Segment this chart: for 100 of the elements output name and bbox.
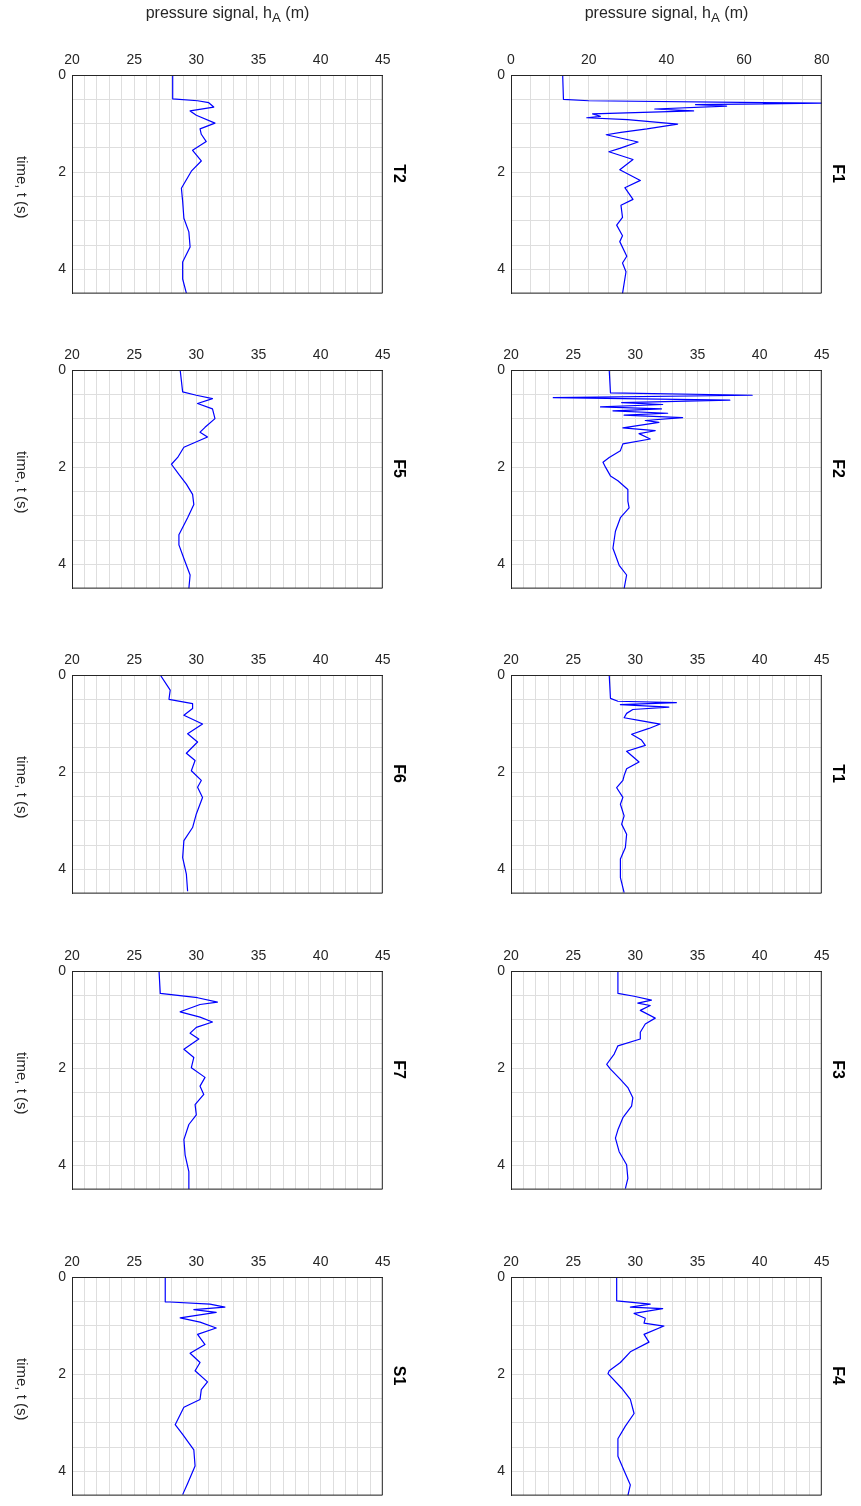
y-tick-label: 0 <box>58 360 67 377</box>
y-tick-label: 4 <box>497 555 506 572</box>
x-tick-label: 35 <box>689 1253 706 1270</box>
x-tick-label: 20 <box>64 346 80 363</box>
x-tick-label: 40 <box>751 1253 768 1270</box>
x-tick-label: 35 <box>689 651 706 668</box>
y-tick-label: 0 <box>58 65 67 82</box>
x-tick-label: 20 <box>580 51 597 68</box>
x-tick-label: 30 <box>188 947 205 964</box>
x-tick-label: 30 <box>627 1253 644 1270</box>
x-tick-label: 25 <box>565 346 582 363</box>
y-tick-label: 0 <box>497 1267 506 1284</box>
x-tick-label: 40 <box>312 346 329 363</box>
x-tick-label: 45 <box>375 651 391 668</box>
x-tick-label: 30 <box>188 1253 205 1270</box>
x-tick-label: 35 <box>250 651 267 668</box>
text: F2 <box>829 459 847 478</box>
x-tick-label: 30 <box>188 346 205 363</box>
x-tick-label: 25 <box>126 346 143 363</box>
y-tick-label: 4 <box>58 1462 67 1479</box>
x-tick-label: 40 <box>751 947 768 964</box>
y-tick-label: 0 <box>58 665 67 682</box>
x-tick-label: 20 <box>503 947 519 964</box>
y-tick-label: 0 <box>58 1267 67 1284</box>
x-tick-label: 45 <box>375 947 391 964</box>
y-tick-label: 2 <box>58 1365 67 1382</box>
x-tick-label: 30 <box>188 651 205 668</box>
x-tick-label: 45 <box>814 1253 830 1270</box>
text: F1 <box>829 164 847 183</box>
x-tick-label: 20 <box>64 947 80 964</box>
y-tick-label: 0 <box>497 360 506 377</box>
x-tick-label: 20 <box>64 651 80 668</box>
x-tick-label: 25 <box>126 947 143 964</box>
x-tick-label: 45 <box>814 346 830 363</box>
x-tick-label: 35 <box>689 346 706 363</box>
y-tick-label: 2 <box>497 1059 506 1076</box>
x-tick-label: 25 <box>565 947 582 964</box>
x-tick-label: 40 <box>751 651 768 668</box>
y-tick-label: 4 <box>497 1462 506 1479</box>
x-tick-label: 35 <box>250 51 267 68</box>
x-axis-title: pressure signal, h$_{A}$ (m) <box>583 4 750 26</box>
y-tick-label: 4 <box>497 1156 506 1173</box>
y-axis-title: time, t (s) <box>14 155 31 221</box>
x-tick-label: 45 <box>814 947 830 964</box>
text: T2 <box>390 164 408 183</box>
x-tick-label: 20 <box>503 1253 519 1270</box>
x-tick-label: 45 <box>375 346 391 363</box>
x-tick-label: 40 <box>658 51 675 68</box>
x-tick-label: 25 <box>126 51 143 68</box>
y-tick-label: 4 <box>58 555 67 572</box>
y-tick-label: 0 <box>58 961 67 978</box>
x-tick-label: 40 <box>312 51 329 68</box>
x-tick-label: 60 <box>736 51 753 68</box>
x-tick-label: 35 <box>250 1253 267 1270</box>
x-tick-label: 80 <box>814 51 830 68</box>
y-tick-label: 4 <box>58 860 67 877</box>
x-tick-label: 25 <box>565 651 582 668</box>
x-tick-label: 35 <box>689 947 706 964</box>
text: F5 <box>390 459 408 478</box>
x-tick-label: 25 <box>126 651 143 668</box>
y-tick-label: 2 <box>497 163 506 180</box>
y-tick-label: 2 <box>58 458 67 475</box>
x-tick-label: 30 <box>188 51 205 68</box>
x-tick-label: 20 <box>64 51 80 68</box>
y-tick-label: 2 <box>58 763 67 780</box>
text: S1 <box>390 1365 408 1386</box>
x-axis-title: pressure signal, h$_{A}$ (m) <box>144 4 311 26</box>
y-tick-label: 0 <box>497 65 506 82</box>
y-tick-label: 2 <box>58 163 67 180</box>
y-tick-label: 4 <box>58 260 67 277</box>
y-tick-label: 2 <box>497 458 506 475</box>
x-tick-label: 35 <box>250 947 267 964</box>
x-tick-label: 20 <box>64 1253 80 1270</box>
y-tick-label: 4 <box>497 860 506 877</box>
y-tick-label: 4 <box>58 1156 67 1173</box>
x-tick-label: 40 <box>312 947 329 964</box>
x-tick-label: 25 <box>126 1253 143 1270</box>
y-tick-label: 0 <box>497 665 506 682</box>
x-tick-label: 45 <box>814 651 830 668</box>
x-tick-label: 30 <box>627 947 644 964</box>
x-tick-label: 30 <box>627 346 644 363</box>
y-tick-label: 4 <box>497 260 506 277</box>
x-tick-label: 20 <box>503 651 519 668</box>
x-tick-label: 45 <box>375 51 391 68</box>
y-tick-label: 2 <box>58 1059 67 1076</box>
text: F3 <box>829 1060 847 1079</box>
y-axis-title: time, t (s) <box>14 1357 31 1423</box>
x-tick-label: 45 <box>375 1253 391 1270</box>
y-axis-title: time, t (s) <box>14 755 31 821</box>
x-tick-label: 35 <box>250 346 267 363</box>
x-tick-label: 40 <box>312 1253 329 1270</box>
x-tick-label: 20 <box>503 346 519 363</box>
text: T1 <box>829 764 847 783</box>
x-tick-label: 25 <box>565 1253 582 1270</box>
y-tick-label: 0 <box>497 961 506 978</box>
y-tick-label: 2 <box>497 1365 506 1382</box>
y-axis-title: time, t (s) <box>14 450 31 516</box>
x-tick-label: 40 <box>751 346 768 363</box>
y-tick-label: 2 <box>497 763 506 780</box>
text: F4 <box>829 1366 847 1385</box>
